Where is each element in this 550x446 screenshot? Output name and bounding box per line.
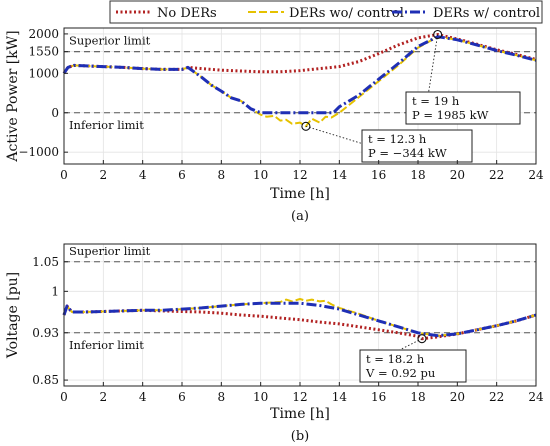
annotations-b: t = 18.2 hV = 0.92 pu xyxy=(359,334,467,383)
annotation-marker-0 xyxy=(417,334,427,344)
series-line-2 xyxy=(62,35,537,115)
x-tick-label: 12 xyxy=(292,390,307,404)
x-tick-label: 22 xyxy=(489,390,504,404)
x-tick-label: 16 xyxy=(371,390,386,404)
x-tick-label: 4 xyxy=(139,168,147,182)
limit-label-0: Superior limit xyxy=(69,34,151,48)
y-tick-label: 2000 xyxy=(28,27,59,41)
annotation-text-1: P = −344 kW xyxy=(368,146,447,160)
x-tick-label: 24 xyxy=(528,168,544,182)
annotation-box-0 xyxy=(405,91,521,125)
annotation-box-0 xyxy=(359,349,467,383)
x-tick-label: 24 xyxy=(528,390,544,404)
legend-label-no-ders: No DERs xyxy=(157,6,217,21)
x-tick-label: 18 xyxy=(410,390,425,404)
y-axis-label-b: Voltage [pu] xyxy=(5,272,21,359)
y-tick-label: 1.05 xyxy=(32,255,59,269)
legend: No DERs DERs wo/ control DERs w/ control xyxy=(109,0,543,24)
annotation-marker-0 xyxy=(433,29,443,40)
legend-item-ders-w-control: DERs w/ control xyxy=(392,6,540,21)
x-tick-label: 10 xyxy=(253,168,268,182)
x-tick-label: 14 xyxy=(332,390,348,404)
x-tick-label: 20 xyxy=(450,168,465,182)
y-tick-label: 1000 xyxy=(28,66,59,80)
series-line-1 xyxy=(63,298,537,337)
legend-item-no-ders: No DERs xyxy=(116,6,217,21)
x-tick-label: 6 xyxy=(178,168,186,182)
annotation-marker-1 xyxy=(301,121,311,131)
x-tick-label: 4 xyxy=(139,390,147,404)
series-line-2 xyxy=(62,301,537,338)
x-tick-label: 0 xyxy=(60,390,68,404)
y-tick-label: 1550 xyxy=(28,45,59,59)
limit-label-1: Inferior limit xyxy=(69,118,144,132)
x-tick-labels-a: 0 2 4 6 8 10 12 14 16 18 20 22 24 xyxy=(60,160,544,182)
x-tick-label: 2 xyxy=(100,168,108,182)
annotation-box-1 xyxy=(361,129,473,163)
annotation-text-0: t = 18.2 h xyxy=(366,352,425,366)
y-axis-label-a: Active Power [kW] xyxy=(5,30,21,162)
x-tick-label: 18 xyxy=(410,168,425,182)
series-b xyxy=(62,298,537,341)
y-tick-label: 1 xyxy=(51,284,59,298)
annotation-leader-1 xyxy=(305,125,371,147)
x-axis-label-b: Time [h] xyxy=(270,406,330,422)
caption-b: (b) xyxy=(291,429,309,444)
series-a xyxy=(62,33,537,128)
y-tick-label: 0.93 xyxy=(32,326,59,340)
y-tick-label: −1000 xyxy=(18,145,59,159)
annotation-text-1: t = 12.3 h xyxy=(368,132,427,146)
legend-item-ders-wo-control: DERs wo/ control xyxy=(248,6,404,21)
limit-label-1: Inferior limit xyxy=(69,338,144,352)
x-tick-label: 8 xyxy=(218,168,226,182)
x-tick-label: 8 xyxy=(218,390,226,404)
x-tick-label: 16 xyxy=(371,168,386,182)
x-tick-label: 6 xyxy=(178,390,186,404)
annotation-text-0: t = 19 h xyxy=(412,94,460,108)
x-tick-label: 0 xyxy=(60,168,68,182)
x-tick-label: 10 xyxy=(253,390,268,404)
annotation-text-0: P = 1985 kW xyxy=(412,108,489,122)
x-tick-label: 2 xyxy=(100,390,108,404)
series-line-0 xyxy=(62,304,537,341)
y-tick-labels-b: 0.85 0.93 1 1.05 xyxy=(32,255,68,387)
x-tick-label: 20 xyxy=(450,390,465,404)
y-tick-labels-a: −1000 0 1000 1550 2000 xyxy=(18,27,68,159)
limit-label-0: Superior limit xyxy=(69,244,151,258)
legend-label-ders-wo-control: DERs wo/ control xyxy=(289,6,404,21)
annotation-text-0: V = 0.92 pu xyxy=(365,366,435,380)
x-tick-label: 14 xyxy=(332,168,348,182)
x-tick-label: 12 xyxy=(292,168,307,182)
x-axis-label-a: Time [h] xyxy=(270,186,330,202)
caption-a: (a) xyxy=(291,209,309,224)
x-tick-labels-b: 0 2 4 6 8 10 12 14 16 18 20 22 24 xyxy=(60,382,544,404)
y-tick-label: 0.85 xyxy=(32,373,59,387)
y-tick-label: 0 xyxy=(51,106,59,120)
x-tick-label: 22 xyxy=(489,168,504,182)
legend-label-ders-w-control: DERs w/ control xyxy=(433,6,540,21)
annotations-a: t = 19 hP = 1985 kW t = 12.3 hP = −344 kW xyxy=(301,29,521,163)
